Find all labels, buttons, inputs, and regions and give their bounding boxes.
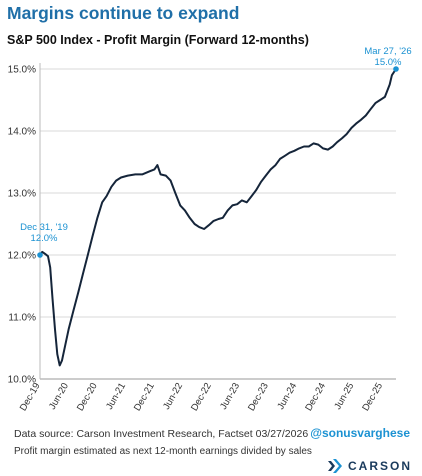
annotation-value-label: 12.0% bbox=[31, 233, 58, 244]
y-tick-labels: 10.0% 11.0% 12.0% 13.0% 14.0% 15.0% bbox=[8, 65, 36, 386]
x-tick-label: Dec-19 bbox=[18, 381, 43, 413]
x-tick-label: Jun-22 bbox=[161, 381, 185, 412]
annotation-date-label: Mar 27, '26 bbox=[364, 46, 411, 57]
annotation-date-label: Dec 31, '19 bbox=[20, 222, 68, 233]
profit-margin-chart: 10.0%11.0%12.0%13.0%14.0%15.0% Dec-19 Jun… bbox=[8, 46, 412, 413]
y-tick-label: 13.0% bbox=[8, 189, 36, 200]
grid-lines bbox=[40, 68, 396, 318]
chart-title: S&P 500 Index - Profit Margin (Forward 1… bbox=[7, 33, 309, 47]
x-tick-label: Dec-22 bbox=[189, 381, 214, 413]
x-tick-label: Jun-23 bbox=[218, 381, 242, 412]
y-tick-label: 15.0% bbox=[8, 65, 36, 76]
annotation-marker bbox=[37, 252, 43, 258]
annotation-marker bbox=[393, 66, 399, 72]
x-tick-label: Jun-21 bbox=[104, 381, 128, 412]
x-tick-label: Dec-25 bbox=[360, 381, 385, 413]
annotation-value-label: 15.0% bbox=[375, 57, 402, 68]
x-tick-label: Jun-24 bbox=[275, 381, 299, 412]
logo-wordmark: CARSON bbox=[347, 459, 412, 473]
y-tick-label: 12.0% bbox=[8, 251, 36, 262]
x-tick-label: Dec-20 bbox=[75, 381, 100, 413]
x-tick-label: Dec-23 bbox=[246, 381, 271, 413]
carson-chevron-icon bbox=[327, 459, 342, 473]
data-source-text: Data source: Carson Investment Research,… bbox=[14, 428, 309, 440]
footnote-text: Profit margin estimated as next 12-month… bbox=[14, 446, 312, 457]
y-tick-label: 11.0% bbox=[8, 313, 36, 324]
carson-logo: CARSON bbox=[327, 458, 412, 474]
y-tick-label: 10.0% bbox=[8, 375, 36, 386]
x-tick-label: Dec-24 bbox=[303, 381, 328, 413]
series-line-profit-margin bbox=[39, 68, 397, 367]
page-title: Margins continue to expand bbox=[7, 3, 240, 23]
x-tick-label: Dec-21 bbox=[132, 381, 157, 413]
x-tick-label: Jun-20 bbox=[47, 381, 71, 412]
x-tick-label: Jun-25 bbox=[332, 381, 356, 412]
x-tick-labels: Dec-19 Jun-20 Dec-20 Jun-21 Dec-21 Jun-22 Dec-… bbox=[18, 381, 385, 413]
twitter-handle: @sonusvarghese bbox=[310, 426, 410, 440]
y-tick-label: 14.0% bbox=[8, 127, 36, 138]
